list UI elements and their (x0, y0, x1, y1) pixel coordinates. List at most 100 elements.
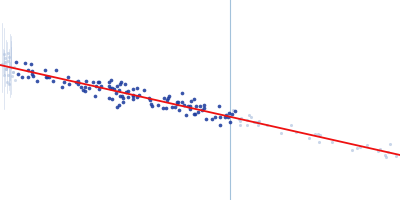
Point (2, 56, 8, 59)
Point (175, 101, 181, 104)
Point (147, 98, 154, 102)
Point (95, 80, 101, 83)
Point (50, 80, 56, 83)
Point (60, 80, 67, 84)
Point (172, 106, 178, 109)
Point (382, 153, 388, 156)
Point (393, 154, 399, 157)
Point (256, 119, 262, 123)
Point (66, 82, 72, 85)
Point (230, 108, 236, 111)
Point (183, 113, 190, 116)
Point (75, 79, 81, 82)
Point (42, 68, 48, 71)
Point (77, 86, 84, 89)
Point (122, 83, 128, 86)
Point (229, 113, 235, 116)
Point (28, 63, 34, 66)
Point (253, 120, 260, 124)
Point (176, 109, 182, 112)
Point (203, 117, 209, 120)
Point (174, 103, 180, 106)
Point (201, 106, 208, 109)
Point (312, 132, 318, 135)
Point (232, 109, 238, 113)
Point (227, 121, 233, 124)
Point (93, 85, 99, 88)
Point (236, 119, 243, 122)
Point (317, 133, 324, 136)
Point (75, 82, 81, 86)
Point (4, 80, 10, 83)
Point (216, 116, 223, 119)
Point (119, 95, 125, 98)
Point (160, 96, 167, 100)
Point (187, 108, 194, 111)
Point (163, 106, 169, 109)
Point (118, 81, 124, 84)
Point (386, 143, 393, 146)
Point (191, 98, 198, 101)
Point (200, 104, 207, 107)
Point (236, 117, 242, 120)
Point (109, 97, 115, 101)
Point (224, 115, 231, 118)
Point (383, 156, 389, 159)
Point (147, 102, 154, 105)
Point (8, 74, 15, 77)
Point (193, 105, 199, 108)
Point (293, 130, 299, 133)
Point (149, 104, 155, 107)
Point (130, 97, 136, 100)
Point (160, 106, 166, 110)
Point (123, 90, 129, 94)
Point (25, 68, 32, 71)
Point (134, 96, 140, 99)
Point (4, 65, 10, 68)
Point (288, 124, 294, 127)
Point (83, 79, 90, 83)
Point (221, 115, 228, 118)
Point (130, 87, 136, 91)
Point (116, 103, 122, 106)
Point (197, 104, 203, 107)
Point (198, 108, 205, 111)
Point (11, 65, 18, 68)
Point (212, 115, 218, 119)
Point (356, 146, 363, 149)
Point (30, 75, 36, 78)
Point (28, 69, 35, 73)
Point (316, 141, 322, 144)
Point (2, 67, 9, 70)
Point (73, 81, 79, 84)
Point (2, 61, 8, 64)
Point (43, 75, 49, 78)
Point (105, 81, 112, 84)
Point (226, 111, 232, 115)
Point (80, 89, 86, 92)
Point (181, 104, 187, 107)
Point (5, 51, 12, 54)
Point (96, 87, 103, 91)
Point (114, 84, 120, 87)
Point (22, 61, 28, 65)
Point (116, 88, 122, 91)
Point (195, 110, 201, 113)
Point (18, 76, 25, 79)
Point (1, 74, 7, 77)
Point (188, 100, 194, 103)
Point (146, 96, 152, 100)
Point (264, 123, 270, 127)
Point (44, 76, 50, 79)
Point (5, 74, 11, 77)
Point (248, 116, 255, 119)
Point (119, 100, 126, 103)
Point (278, 132, 284, 135)
Point (216, 124, 223, 127)
Point (108, 79, 114, 82)
Point (329, 141, 335, 144)
Point (238, 117, 244, 120)
Point (116, 94, 123, 98)
Point (364, 144, 370, 147)
Point (130, 93, 136, 97)
